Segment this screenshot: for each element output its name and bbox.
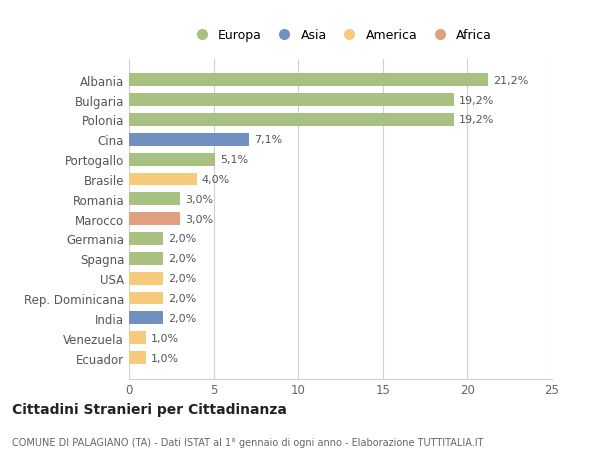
Legend: Europa, Asia, America, Africa: Europa, Asia, America, Africa: [184, 24, 497, 47]
Text: 2,0%: 2,0%: [168, 274, 196, 284]
Text: 7,1%: 7,1%: [254, 135, 283, 145]
Text: 5,1%: 5,1%: [220, 155, 248, 165]
Bar: [129, 312, 163, 325]
Bar: [129, 74, 488, 87]
Text: 19,2%: 19,2%: [459, 115, 494, 125]
Text: 3,0%: 3,0%: [185, 195, 213, 204]
Bar: [129, 114, 454, 127]
Text: 2,0%: 2,0%: [168, 254, 196, 264]
Text: 1,0%: 1,0%: [151, 353, 179, 363]
Bar: [129, 272, 163, 285]
Bar: [129, 134, 249, 146]
Bar: [129, 233, 163, 246]
Bar: [129, 331, 146, 344]
Text: 19,2%: 19,2%: [459, 95, 494, 106]
Text: COMUNE DI PALAGIANO (TA) - Dati ISTAT al 1° gennaio di ogni anno - Elaborazione : COMUNE DI PALAGIANO (TA) - Dati ISTAT al…: [12, 437, 484, 447]
Bar: [129, 193, 180, 206]
Text: 4,0%: 4,0%: [202, 174, 230, 185]
Bar: [129, 252, 163, 265]
Bar: [129, 153, 215, 166]
Text: 2,0%: 2,0%: [168, 293, 196, 303]
Text: 3,0%: 3,0%: [185, 214, 213, 224]
Text: 2,0%: 2,0%: [168, 313, 196, 323]
Bar: [129, 351, 146, 364]
Text: 2,0%: 2,0%: [168, 234, 196, 244]
Text: Cittadini Stranieri per Cittadinanza: Cittadini Stranieri per Cittadinanza: [12, 402, 287, 416]
Text: 1,0%: 1,0%: [151, 333, 179, 343]
Bar: [129, 213, 180, 226]
Bar: [129, 292, 163, 305]
Bar: [129, 173, 197, 186]
Text: 21,2%: 21,2%: [493, 76, 528, 85]
Bar: [129, 94, 454, 107]
